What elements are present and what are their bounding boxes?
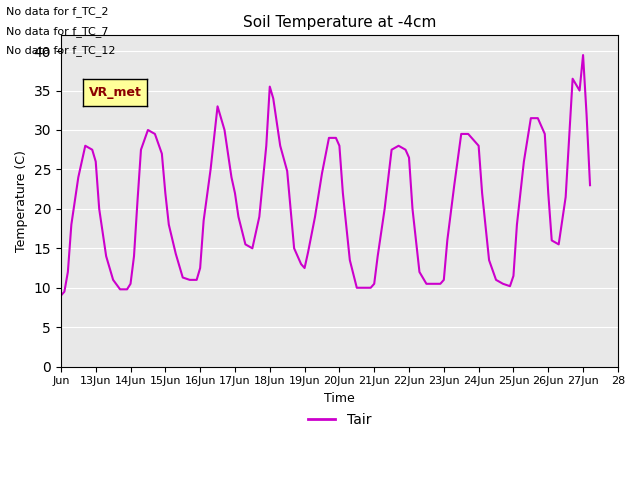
Title: Soil Temperature at -4cm: Soil Temperature at -4cm [243, 15, 436, 30]
X-axis label: Time: Time [324, 392, 355, 405]
Y-axis label: Temperature (C): Temperature (C) [15, 150, 28, 252]
Text: No data for f_TC_2: No data for f_TC_2 [6, 6, 109, 17]
Text: VR_met: VR_met [89, 86, 141, 99]
Text: No data for f_TC_7: No data for f_TC_7 [6, 25, 109, 36]
Text: No data for f_TC_12: No data for f_TC_12 [6, 45, 116, 56]
Legend: Tair: Tair [302, 408, 376, 432]
